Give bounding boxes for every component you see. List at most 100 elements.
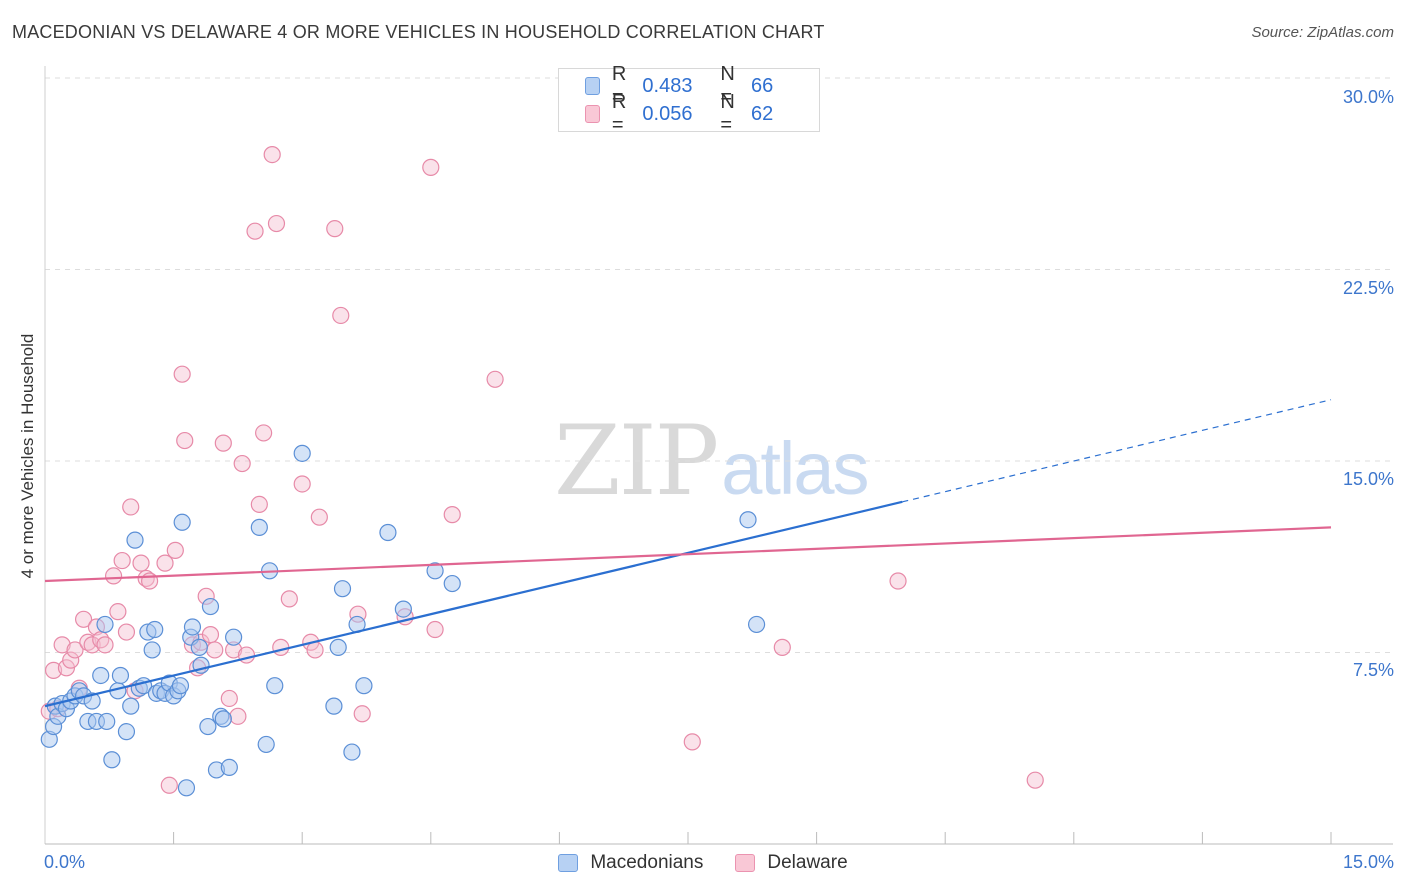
delaware-point bbox=[246, 222, 264, 240]
macedonian-point bbox=[201, 597, 220, 616]
delaware-point bbox=[229, 707, 247, 725]
x-tick-label: 15.0% bbox=[1342, 852, 1394, 872]
delaware-point bbox=[683, 733, 701, 751]
r-label: R = bbox=[611, 63, 627, 108]
macedonian-point bbox=[92, 666, 110, 685]
x-tick-label: 0.0% bbox=[44, 852, 86, 872]
delaware-point bbox=[44, 661, 63, 679]
legend-row-macedonians: R = 0.483 N = 66 bbox=[559, 63, 819, 108]
macedonian-point bbox=[117, 723, 136, 741]
delaware-point bbox=[66, 641, 84, 659]
delaware-point bbox=[83, 636, 101, 654]
macedonian-trend-extension bbox=[902, 399, 1332, 503]
macedonian-point bbox=[83, 692, 101, 710]
delaware-point bbox=[255, 424, 273, 442]
macedonian-point bbox=[103, 751, 121, 769]
delaware-point bbox=[53, 636, 71, 654]
n-label: N = bbox=[720, 91, 735, 136]
macedonian-point bbox=[143, 641, 161, 659]
legend-item-delaware[interactable]: Delaware bbox=[735, 852, 848, 874]
macedonian-point bbox=[379, 523, 397, 542]
macedonian-point bbox=[177, 779, 196, 797]
delaware-point bbox=[773, 638, 791, 656]
n-value: 62 bbox=[750, 102, 774, 125]
delaware-point bbox=[201, 626, 220, 644]
delaware-point bbox=[280, 590, 298, 608]
delaware-point bbox=[104, 567, 123, 585]
r-value: 0.056 bbox=[642, 102, 693, 125]
delaware-point bbox=[122, 498, 140, 516]
delaware-points bbox=[40, 146, 1044, 794]
delaware-point bbox=[237, 646, 256, 664]
macedonian-point bbox=[173, 513, 191, 531]
macedonian-points bbox=[40, 444, 766, 797]
correlation-legend: R = 0.483 N = 66 R = 0.056 N = 62 bbox=[558, 63, 820, 136]
macedonian-point bbox=[266, 677, 284, 695]
grid-lines bbox=[45, 77, 1393, 653]
watermark: ZIPatlas bbox=[554, 405, 870, 517]
delaware-point bbox=[156, 554, 174, 572]
y-axis-label: 4 or more Vehicles in Household bbox=[18, 333, 37, 579]
macedonian-trend-line bbox=[44, 500, 903, 708]
macedonian-point bbox=[98, 712, 116, 731]
macedonian-point bbox=[739, 511, 757, 529]
source-label: Source: ZipAtlas.com bbox=[1251, 24, 1394, 41]
delaware-point bbox=[113, 551, 131, 570]
axes bbox=[44, 66, 1393, 845]
r-label: R = bbox=[611, 91, 627, 136]
macedonian-point bbox=[126, 531, 144, 549]
delaware-point bbox=[166, 541, 184, 559]
legend-label: Macedonians bbox=[590, 852, 704, 873]
macedonian-point bbox=[355, 677, 373, 695]
delaware-point bbox=[117, 623, 136, 641]
blue-swatch bbox=[585, 77, 600, 95]
delaware-point bbox=[486, 370, 504, 388]
chart-title: MACEDONIAN VS DELAWARE 4 OR MORE VEHICLE… bbox=[12, 22, 825, 42]
delaware-point bbox=[310, 508, 328, 526]
delaware-point bbox=[1026, 771, 1044, 789]
macedonian-point bbox=[250, 518, 268, 536]
macedonian-point bbox=[293, 444, 311, 462]
y-tick-label: 7.5% bbox=[1352, 660, 1394, 680]
delaware-point bbox=[422, 158, 440, 176]
macedonian-point bbox=[333, 580, 352, 598]
delaware-point bbox=[250, 495, 268, 514]
watermark-atlas: atlas bbox=[721, 427, 869, 510]
legend-row-delaware: R = 0.056 N = 62 bbox=[559, 91, 819, 136]
macedonian-point bbox=[426, 562, 444, 580]
legend-item-macedonians[interactable]: Macedonians bbox=[558, 852, 703, 874]
delaware-point bbox=[206, 641, 224, 659]
delaware-point bbox=[306, 641, 324, 659]
y-tick-label: 22.5% bbox=[1342, 278, 1394, 298]
n-value: 66 bbox=[750, 74, 774, 97]
delaware-point bbox=[272, 638, 290, 656]
delaware-point bbox=[220, 689, 238, 708]
delaware-point bbox=[173, 365, 191, 383]
n-label: N = bbox=[720, 63, 735, 108]
delaware-point bbox=[109, 603, 127, 621]
macedonian-point bbox=[343, 743, 361, 761]
delaware-trend-line bbox=[44, 526, 1332, 583]
delaware-point bbox=[176, 431, 194, 450]
trend-lines bbox=[44, 399, 1332, 708]
delaware-point bbox=[426, 620, 444, 639]
macedonian-point bbox=[183, 618, 202, 636]
macedonian-point bbox=[199, 717, 217, 736]
macedonian-point bbox=[122, 697, 140, 715]
delaware-point bbox=[62, 651, 80, 669]
delaware-point bbox=[326, 220, 344, 238]
macedonian-point bbox=[146, 620, 164, 639]
macedonian-point bbox=[111, 666, 130, 685]
macedonian-point bbox=[443, 574, 461, 593]
macedonian-point bbox=[325, 697, 343, 715]
macedonian-point bbox=[747, 615, 766, 634]
pink-swatch bbox=[585, 105, 600, 123]
macedonian-point bbox=[394, 600, 412, 618]
delaware-point bbox=[233, 454, 251, 473]
delaware-point bbox=[889, 572, 907, 590]
delaware-point bbox=[160, 776, 178, 794]
delaware-point bbox=[263, 146, 281, 164]
pink-swatch bbox=[735, 854, 756, 872]
delaware-point bbox=[332, 306, 350, 325]
